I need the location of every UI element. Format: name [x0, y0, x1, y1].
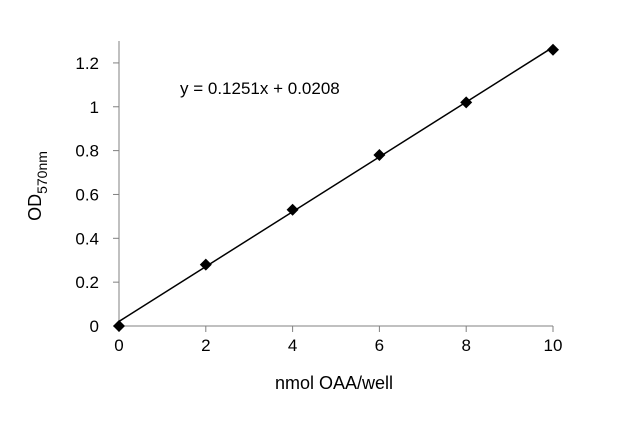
y-axis-title: OD570nm	[25, 151, 50, 221]
y-tick-label: 0.6	[75, 185, 99, 204]
plot-area: 0 0.2 0.4 0.6 0.8 1 1.2 0 2 4 6 8 10	[75, 41, 562, 355]
data-point	[373, 149, 386, 161]
y-tick-label: 1	[90, 98, 99, 117]
y-axis-title-main: OD	[25, 194, 45, 221]
y-tick-label: 0.8	[75, 142, 99, 161]
trendline	[118, 46, 554, 323]
x-tick-label: 10	[544, 336, 563, 355]
y-tick-label: 0.2	[75, 273, 99, 292]
x-axis-title: nmol OAA/well	[275, 373, 393, 393]
y-tick-label: 0.4	[75, 229, 99, 248]
x-tick-label: 4	[288, 336, 297, 355]
y-tick-label: 0	[90, 317, 99, 336]
data-point	[460, 96, 473, 109]
x-tick-label: 2	[201, 336, 210, 355]
x-tick-label: 8	[461, 336, 470, 355]
data-point	[286, 203, 299, 216]
y-axis-title-subscript: 570nm	[34, 151, 50, 194]
data-point	[547, 43, 559, 56]
data-point	[199, 258, 212, 271]
x-tick-label: 0	[114, 336, 123, 355]
x-tick-label: 6	[375, 336, 384, 355]
data-point	[113, 320, 125, 332]
y-tick-label: 1.2	[75, 54, 99, 73]
trendline-equation: y = 0.1251x + 0.0208	[180, 79, 340, 98]
